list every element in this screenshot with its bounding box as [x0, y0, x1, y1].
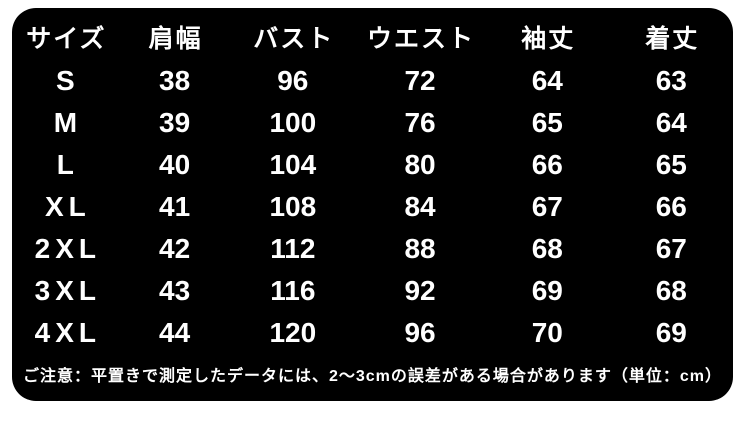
- size-row-4xl: 4XL 44 120 96 70 69: [12, 312, 733, 354]
- bust-value: 100: [269, 107, 317, 138]
- sleeve-value: 65: [531, 107, 563, 138]
- length-value: 65: [655, 149, 687, 180]
- size-label: XL: [44, 191, 91, 222]
- size-label: 3XL: [34, 275, 102, 306]
- sleeve-value: 69: [531, 275, 563, 306]
- sleeve-value: 66: [531, 149, 563, 180]
- column-header-waist: ウエスト: [367, 25, 476, 53]
- bust-value: 120: [269, 317, 317, 348]
- bust-value: 108: [269, 191, 317, 222]
- waist-value: 72: [404, 65, 436, 96]
- size-row-2xl: 2XL 42 112 88 68 67: [12, 228, 733, 270]
- size-chart-header-row: サイズ 肩幅 バスト ウエスト 袖丈 着丈: [12, 14, 733, 60]
- size-row-l: L 40 104 80 66 65: [12, 144, 733, 186]
- waist-value: 92: [404, 275, 436, 306]
- size-label: M: [53, 107, 83, 138]
- sleeve-value: 64: [531, 65, 563, 96]
- bust-value: 104: [269, 149, 317, 180]
- size-row-s: S 38 96 72 64 63: [12, 60, 733, 102]
- waist-value: 96: [404, 317, 436, 348]
- measurement-disclaimer-note: ご注意：平置きで測定したデータには、2～3cmの誤差がある場合があります（単位：…: [22, 368, 723, 385]
- length-value: 64: [655, 107, 687, 138]
- column-header-length: 着丈: [645, 25, 700, 53]
- waist-value: 80: [404, 149, 436, 180]
- length-value: 63: [655, 65, 687, 96]
- size-row-xl: XL 41 108 84 67 66: [12, 186, 733, 228]
- shoulder-value: 41: [159, 191, 191, 222]
- shoulder-value: 43: [159, 275, 191, 306]
- shoulder-value: 38: [159, 65, 191, 96]
- column-header-bust: バスト: [253, 25, 335, 53]
- shoulder-value: 39: [159, 107, 191, 138]
- shoulder-value: 44: [159, 317, 191, 348]
- size-label: 4XL: [34, 317, 102, 348]
- size-label: S: [56, 65, 80, 96]
- shoulder-value: 42: [159, 233, 191, 264]
- bust-value: 112: [270, 233, 316, 264]
- shoulder-value: 40: [159, 149, 191, 180]
- waist-value: 88: [404, 233, 436, 264]
- waist-value: 76: [404, 107, 436, 138]
- sleeve-value: 70: [531, 317, 563, 348]
- length-value: 69: [655, 317, 687, 348]
- length-value: 67: [655, 233, 687, 264]
- size-chart-panel: サイズ 肩幅 バスト ウエスト 袖丈 着丈 S 38 96 72 64 63 M…: [12, 8, 733, 401]
- waist-value: 84: [404, 191, 436, 222]
- size-label: L: [56, 149, 79, 180]
- size-label: 2XL: [34, 233, 102, 264]
- length-value: 68: [655, 275, 687, 306]
- column-header-shoulder: 肩幅: [148, 25, 203, 53]
- bust-value: 116: [270, 275, 316, 306]
- sleeve-value: 68: [531, 233, 563, 264]
- size-row-3xl: 3XL 43 116 92 69 68: [12, 270, 733, 312]
- sleeve-value: 67: [531, 191, 563, 222]
- length-value: 66: [655, 191, 687, 222]
- column-header-size: サイズ: [26, 25, 107, 53]
- size-row-m: M 39 100 76 65 64: [12, 102, 733, 144]
- column-header-sleeve: 袖丈: [521, 25, 576, 53]
- bust-value: 96: [277, 65, 309, 96]
